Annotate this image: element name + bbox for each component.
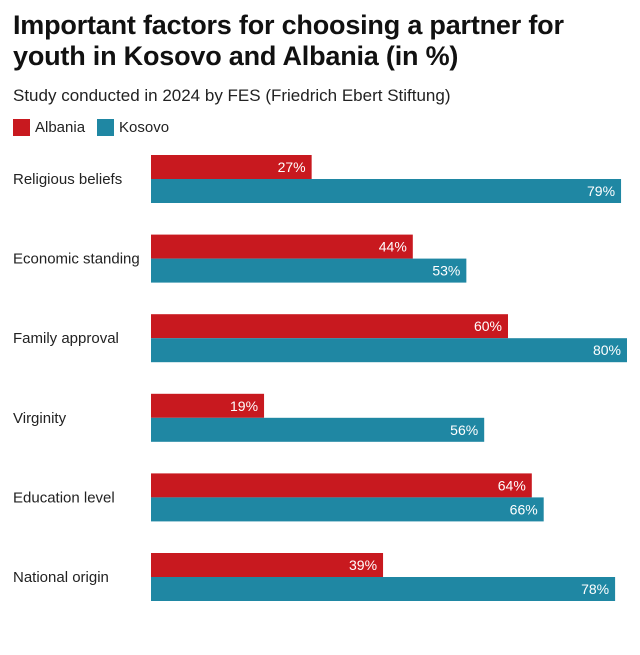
legend-label-albania: Albania: [35, 119, 86, 136]
data-label-kosovo-virginity: 56%: [450, 422, 478, 438]
category-label-religious-beliefs: Religious beliefs: [13, 171, 122, 188]
data-label-kosovo-education-level: 66%: [510, 501, 538, 517]
category-label-education-level: Education level: [13, 489, 115, 506]
bar-albania-religious-beliefs: [151, 155, 312, 179]
bar-kosovo-education-level: [151, 497, 544, 522]
bar-kosovo-family-approval: [151, 338, 627, 363]
legend-swatch-albania: [13, 119, 30, 136]
data-label-kosovo-religious-beliefs: 79%: [587, 183, 615, 199]
data-label-albania-economic-standing: 44%: [379, 239, 407, 255]
legend-item-kosovo: Kosovo: [97, 119, 169, 136]
bar-albania-education-level: [151, 473, 532, 498]
data-label-albania-family-approval: 60%: [474, 318, 502, 334]
legend: Albania Kosovo: [13, 119, 181, 136]
bar-albania-national-origin: [151, 553, 384, 577]
bar-kosovo-religious-beliefs: [151, 179, 622, 203]
data-label-kosovo-family-approval: 80%: [593, 342, 621, 358]
bar-kosovo-national-origin: [151, 577, 616, 601]
legend-swatch-kosovo: [97, 119, 115, 136]
category-label-national-origin: National origin: [13, 569, 109, 586]
bar-albania-family-approval: [151, 314, 508, 339]
legend-label-kosovo: Kosovo: [119, 119, 170, 136]
data-label-albania-virginity: 19%: [230, 398, 258, 414]
data-label-kosovo-national-origin: 78%: [581, 581, 609, 597]
data-label-albania-religious-beliefs: 27%: [278, 159, 306, 175]
data-label-kosovo-economic-standing: 53%: [432, 263, 460, 279]
data-label-albania-national-origin: 39%: [349, 557, 377, 573]
data-label-albania-education-level: 64%: [498, 477, 526, 493]
bar-albania-virginity: [151, 393, 265, 418]
category-label-economic-standing: Economic standing: [13, 251, 140, 268]
category-label-family-approval: Family approval: [13, 330, 119, 347]
chart-subtitle: Study conducted in 2024 by FES (Friedric…: [13, 86, 451, 105]
bar-kosovo-economic-standing: [151, 258, 467, 283]
legend-item-albania: Albania: [13, 119, 85, 136]
chart-title: Important factors for choosing a partner…: [13, 10, 564, 71]
bar-kosovo-virginity: [151, 417, 485, 442]
category-label-virginity: Virginity: [13, 410, 67, 427]
bar-albania-economic-standing: [151, 234, 413, 259]
